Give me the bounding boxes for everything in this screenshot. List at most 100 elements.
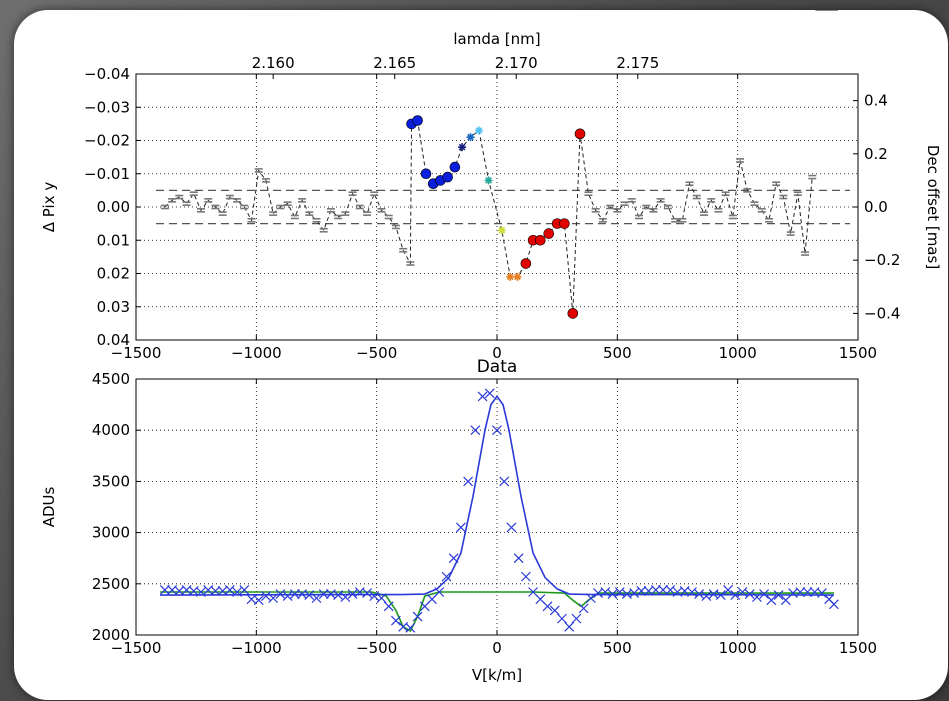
bottom-line-plot: Data V[k/m] ADUs (40, 357, 859, 684)
data-marker-x (744, 589, 755, 599)
data-marker-x (159, 585, 170, 595)
data-marker-x (455, 522, 466, 533)
bottom-plot-title: Data (477, 357, 518, 377)
data-marker-x (304, 590, 315, 600)
data-marker-x (261, 591, 271, 602)
x-tick-label: 0 (492, 639, 502, 657)
data-marker-x (650, 585, 661, 595)
colored-data-point (535, 234, 546, 246)
data-marker-x (701, 591, 712, 602)
x-tick-label: −1000 (231, 639, 282, 657)
data-marker-x (210, 586, 221, 596)
data-marker-x (506, 522, 517, 533)
y-tick-label: 0.03 (97, 298, 130, 316)
y-tick-label: 3500 (92, 472, 130, 490)
top-axis-title: lamda [nm] (453, 30, 540, 48)
data-marker-x (658, 585, 668, 595)
top-tick-label: 2.165 (373, 54, 416, 72)
colored-data-point (412, 115, 423, 126)
data-marker-x (759, 589, 770, 599)
x-tick-label: −500 (356, 639, 397, 657)
top-tick-label: 2.170 (495, 54, 538, 72)
colored-data-point (513, 272, 522, 281)
data-marker-x (614, 587, 625, 597)
top-scatter-plot: lamda [nm] Δ Pix y Dec offset [mas] (40, 30, 942, 341)
x-tick-label: 1000 (719, 639, 757, 657)
y-tick-label: 3000 (92, 524, 130, 542)
top-tick-label: 2.160 (252, 54, 295, 72)
x-tick-label: 1000 (719, 344, 757, 362)
top-tick-label: 2.175 (616, 54, 659, 72)
y-tick-label: 2000 (92, 626, 130, 644)
data-marker-x (224, 585, 235, 595)
x-tick-label: 1500 (839, 344, 877, 362)
data-marker-x (434, 587, 445, 597)
data-marker-x (499, 476, 510, 487)
colored-data-point (559, 218, 570, 229)
data-marker-x (232, 587, 243, 597)
colored-data-point (543, 228, 555, 239)
x-tick-label: −1500 (111, 639, 162, 657)
data-marker-x (390, 615, 401, 626)
bottom-y-axis-title: ADUs (40, 487, 58, 528)
chart-figure: lamda [nm] Δ Pix y Dec offset [mas] Data… (40, 10, 942, 684)
colored-data-point (474, 126, 483, 135)
data-marker-x (362, 588, 372, 598)
data-marker-x (636, 586, 647, 596)
data-marker-x (484, 388, 495, 399)
top-y-axis-title: Δ Pix y (40, 182, 58, 233)
data-marker-x (730, 590, 741, 600)
data-marker-x (268, 593, 279, 604)
data-marker-x (340, 592, 351, 603)
data-marker-x (318, 589, 329, 599)
data-marker-x (585, 593, 596, 604)
data-marker-x (492, 425, 502, 436)
y-tick-label: −0.03 (84, 98, 130, 116)
colored-data-point (506, 272, 515, 281)
y-tick-label: 0.00 (97, 198, 130, 216)
x-tick-label: 500 (603, 344, 632, 362)
data-marker-x (629, 588, 640, 598)
right-tick-label: 0.0 (864, 198, 888, 216)
y-tick-label: 0.02 (97, 265, 130, 283)
y-tick-label: −0.01 (84, 165, 130, 183)
data-marker-x (347, 589, 358, 599)
data-marker-x (600, 587, 611, 597)
y-tick-label: −0.04 (84, 65, 130, 83)
data-marker-x (564, 621, 575, 632)
data-marker-x (751, 592, 762, 603)
blue-fit-line (160, 395, 834, 596)
panel-0-marks: −1500 −1000 −500 0 500 1000 1500 0.04 0.03 0.02 0.… (84, 10, 900, 362)
data-marker-x (477, 391, 488, 402)
data-marker-x (289, 589, 300, 599)
data-marker-x (470, 425, 481, 436)
right-tick-label: −0.2 (864, 251, 900, 269)
colored-data-point (484, 176, 493, 185)
data-marker-x (802, 587, 813, 597)
colored-data-point (497, 226, 506, 235)
colored-data-point (574, 128, 586, 140)
data-marker-x (773, 590, 784, 600)
colored-data-point (420, 168, 432, 180)
colored-data-point (567, 308, 579, 319)
data-marker-x (715, 590, 726, 600)
data-marker-x (333, 590, 344, 600)
data-marker-x (376, 593, 387, 604)
data-marker-x (513, 553, 524, 564)
data-marker-x (405, 622, 416, 633)
panel-1-marks: −1500 −1000 −500 0 500 1000 1500 2000 2500 3000 35… (92, 370, 877, 657)
data-marker-x (196, 587, 206, 597)
colored-data-point (520, 258, 532, 269)
data-marker-x (520, 571, 531, 582)
y-tick-label: 4500 (92, 370, 130, 388)
x-tick-label: 1500 (839, 639, 877, 657)
data-marker-x (383, 601, 394, 612)
data-marker-x (816, 588, 827, 598)
data-marker-x (463, 476, 474, 487)
x-tick-label: 500 (603, 639, 632, 657)
data-marker-x (665, 585, 676, 595)
data-marker-x (578, 603, 589, 614)
data-marker-x (275, 589, 286, 599)
right-tick-label: 0.4 (864, 92, 888, 110)
x-tick-label: −500 (356, 344, 397, 362)
